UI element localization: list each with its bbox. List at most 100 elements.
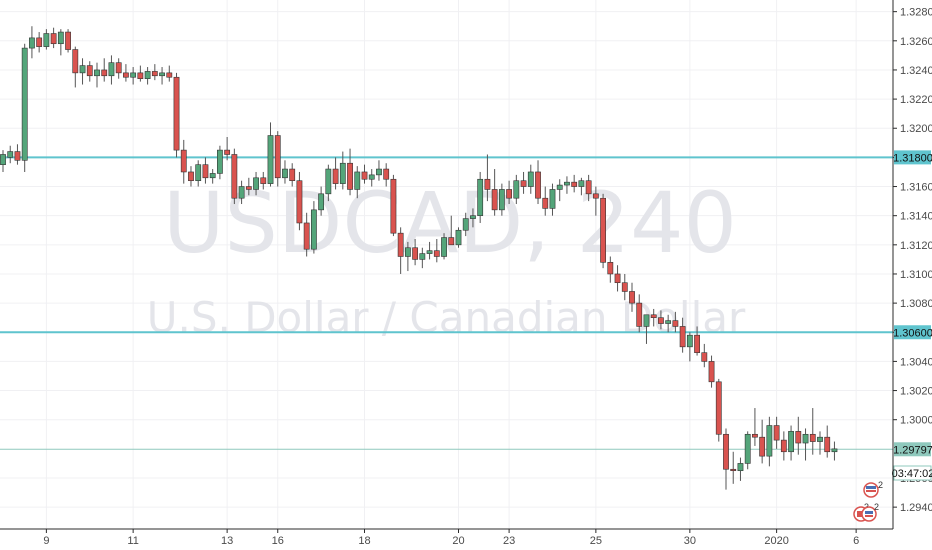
candle-body [535, 171, 541, 199]
candle-body [780, 439, 787, 453]
candle-body [260, 177, 267, 184]
candle-body [824, 436, 831, 453]
candle [296, 171, 303, 231]
x-tick-label: 18 [358, 535, 370, 547]
candle [715, 378, 722, 442]
candle [679, 317, 686, 353]
candle [217, 145, 223, 180]
candle [600, 193, 606, 269]
candle [831, 441, 838, 461]
candle-body [79, 65, 86, 74]
event-count: 2 [878, 480, 883, 490]
candle-body [766, 425, 773, 457]
event-marker-us-2[interactable]: 2 [861, 502, 879, 522]
candle [564, 176, 570, 194]
candle [759, 419, 766, 464]
candle [130, 67, 137, 85]
bar-countdown-label: 03:47:02 [892, 468, 932, 480]
candle [752, 408, 758, 446]
candle [491, 169, 498, 216]
candle [694, 326, 700, 356]
candle [224, 136, 231, 161]
x-tick-label: 6 [853, 535, 859, 547]
candle [166, 65, 173, 82]
candle-body [115, 62, 122, 74]
candle-body [332, 168, 339, 184]
candle-body [759, 436, 766, 457]
time-axis[interactable]: 9 11 13 16 18 20 23 25 30 2020 6 [0, 528, 932, 550]
candle-body [672, 320, 679, 327]
candle [180, 139, 187, 184]
candle [477, 171, 484, 223]
candle-body [14, 151, 21, 161]
current-price-label: 1.29797 [893, 444, 932, 456]
candle-body [325, 168, 332, 195]
candle-body [686, 334, 693, 348]
candle [144, 67, 151, 85]
candle-body [426, 250, 433, 254]
candle-body [571, 181, 578, 187]
candle [202, 157, 209, 184]
candle [368, 169, 375, 187]
candle [361, 164, 368, 184]
candle [383, 163, 390, 187]
y-tick-label: 1.31000 [900, 269, 932, 281]
candle-body [289, 168, 296, 182]
level-badge [894, 150, 931, 165]
candle [0, 150, 6, 172]
candle [159, 67, 165, 85]
candle-body [383, 168, 390, 180]
candle [303, 212, 310, 257]
candle-body [296, 180, 303, 224]
candle [72, 46, 79, 88]
candle-body [43, 33, 50, 47]
current-price-badge [894, 442, 931, 457]
horizontal-levels[interactable] [0, 156, 893, 334]
candle-body [542, 197, 549, 209]
candle-body [318, 193, 325, 211]
candle [484, 154, 491, 202]
candle-body [347, 162, 353, 190]
candle [79, 58, 86, 85]
candle-body [368, 174, 375, 180]
event-marker-us[interactable]: 2 [863, 480, 883, 498]
candle-body [809, 433, 816, 442]
candle-body [607, 262, 614, 275]
candle-body [123, 72, 129, 78]
candle-body [36, 37, 43, 47]
candle-body [303, 222, 310, 250]
time-axis-ticks: 9 11 13 16 18 20 23 25 30 2020 6 [43, 529, 859, 547]
candle [101, 58, 108, 82]
candle [441, 233, 447, 260]
candle-body [715, 381, 722, 435]
x-tick-label: 13 [221, 535, 233, 547]
candle [318, 186, 325, 216]
candle-body [94, 69, 100, 77]
candle-body [498, 189, 505, 211]
price-axis[interactable]: 1.32800 1.32600 1.32400 1.32200 1.32000 1.318… [892, 0, 932, 529]
candle [195, 160, 202, 187]
y-tick-label: 1.29400 [900, 502, 932, 514]
candle [231, 148, 238, 205]
candle [253, 171, 259, 196]
event-count: 2 [874, 502, 879, 512]
candle [43, 29, 50, 50]
candle [209, 169, 216, 184]
candle [737, 457, 744, 481]
economic-events[interactable]: 2 3 2 [853, 480, 883, 522]
candle [795, 416, 802, 455]
candle-body [744, 433, 751, 464]
candle [462, 212, 469, 237]
candle-body [831, 448, 838, 453]
candle [672, 311, 679, 333]
level-label: 1.30600 [893, 327, 932, 339]
candle-body [578, 180, 585, 187]
candle-body [817, 436, 823, 442]
candle [650, 308, 657, 327]
candle-body [802, 433, 809, 444]
candle-body [29, 37, 35, 49]
candle [592, 186, 599, 216]
candle-body [614, 273, 621, 284]
candle [123, 64, 129, 82]
